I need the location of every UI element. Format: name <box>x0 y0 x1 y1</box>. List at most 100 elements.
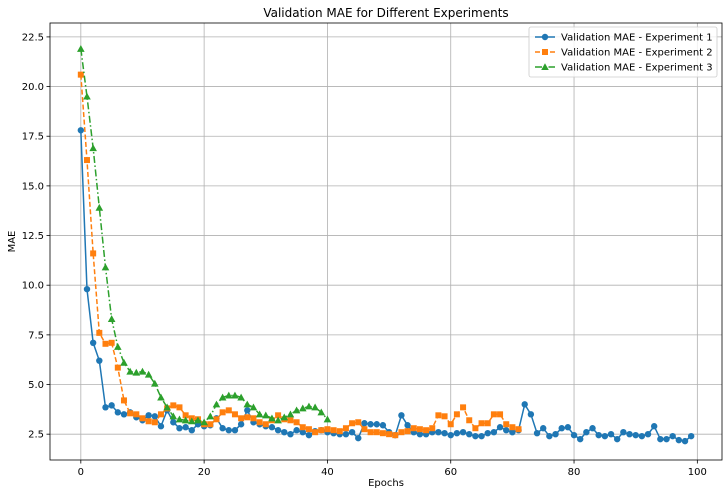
data-point <box>342 425 349 432</box>
data-point <box>379 430 386 437</box>
data-point <box>77 45 85 52</box>
data-point <box>114 342 122 350</box>
data-point <box>244 414 251 421</box>
y-tick-label: 17.5 <box>22 132 44 143</box>
data-point <box>293 427 300 434</box>
data-point <box>255 410 264 418</box>
data-point <box>540 425 547 432</box>
legend-item: Validation MAE - Experiment 2 <box>535 48 713 59</box>
data-point <box>77 127 85 134</box>
x-tick-label: 20 <box>198 467 211 478</box>
legend-item: Validation MAE - Experiment 1 <box>535 33 713 44</box>
data-point <box>318 427 325 434</box>
data-point <box>466 417 473 424</box>
series-experiment-2 <box>77 71 522 439</box>
data-point <box>145 418 152 425</box>
data-point <box>626 430 633 438</box>
data-point <box>484 429 491 437</box>
data-point <box>83 157 90 164</box>
data-point <box>83 285 91 293</box>
data-point <box>447 421 454 428</box>
data-point <box>292 406 301 414</box>
data-point <box>224 391 233 399</box>
data-point <box>392 432 399 439</box>
data-point <box>176 425 183 432</box>
data-point <box>299 424 306 431</box>
data-point <box>410 425 417 432</box>
data-point <box>89 144 97 152</box>
data-point <box>323 415 332 423</box>
data-point <box>151 379 159 387</box>
data-point <box>503 421 510 428</box>
data-point <box>249 403 258 411</box>
data-point <box>120 397 127 404</box>
data-point <box>521 401 528 408</box>
data-point <box>287 417 294 424</box>
data-point <box>262 421 269 428</box>
data-point <box>620 428 627 436</box>
data-point <box>423 427 430 434</box>
legend-marker <box>541 63 549 71</box>
plot-series <box>77 45 695 445</box>
data-point <box>687 432 695 440</box>
data-point <box>509 428 516 436</box>
data-point <box>280 413 289 421</box>
data-point <box>151 413 159 420</box>
data-point <box>287 430 294 438</box>
data-point <box>132 368 141 376</box>
data-point <box>108 339 115 346</box>
data-point <box>281 428 288 436</box>
data-point <box>261 411 270 419</box>
data-point <box>324 426 331 433</box>
data-point <box>466 430 473 438</box>
x-axis-label: Epochs <box>368 478 404 489</box>
data-point <box>348 428 356 436</box>
legend-label: Validation MAE - Experiment 2 <box>561 48 713 59</box>
data-point <box>114 409 122 416</box>
plot-frame <box>49 22 723 461</box>
series-experiment-3 <box>77 45 332 426</box>
y-tick-label: 20.0 <box>22 82 44 93</box>
data-point <box>416 426 423 433</box>
data-point <box>564 424 572 431</box>
data-point <box>231 427 239 434</box>
data-point <box>497 411 504 418</box>
data-point <box>207 421 214 428</box>
legend: Validation MAE - Experiment 1 Validation … <box>528 26 718 78</box>
y-tick-label: 12.5 <box>22 231 44 242</box>
data-point <box>509 424 516 431</box>
data-point <box>95 203 104 211</box>
data-point <box>144 370 153 378</box>
data-point <box>305 431 313 439</box>
data-point <box>404 422 411 429</box>
data-point <box>361 420 368 427</box>
data-point <box>188 427 195 434</box>
data-point <box>102 340 109 347</box>
data-point <box>386 431 393 438</box>
data-point <box>250 415 257 422</box>
data-point <box>170 402 177 409</box>
data-point <box>552 430 559 438</box>
y-axis-label: MAE <box>7 231 18 253</box>
legend-box <box>528 26 718 78</box>
data-point <box>459 428 467 436</box>
x-tick-label: 60 <box>444 467 457 478</box>
y-tick-label: 10.0 <box>22 281 44 292</box>
data-point <box>175 415 184 423</box>
data-point <box>206 412 215 420</box>
data-point <box>120 411 128 418</box>
data-point <box>305 402 313 410</box>
data-point <box>453 429 461 437</box>
data-point <box>187 417 196 425</box>
data-point <box>583 428 590 436</box>
data-point <box>349 420 356 427</box>
data-point <box>379 422 387 429</box>
x-tick-label: 0 <box>78 467 84 478</box>
data-point <box>435 412 442 419</box>
y-tick-label: 2.5 <box>28 430 44 441</box>
data-point <box>182 424 189 431</box>
data-point <box>681 437 689 445</box>
axis-ticks: 0 20 40 60 80 100 2.5 5.0 7.5 10.0 12.5 15.0 17.5 20.… <box>22 32 707 478</box>
data-point <box>169 412 178 420</box>
data-point <box>429 425 436 432</box>
